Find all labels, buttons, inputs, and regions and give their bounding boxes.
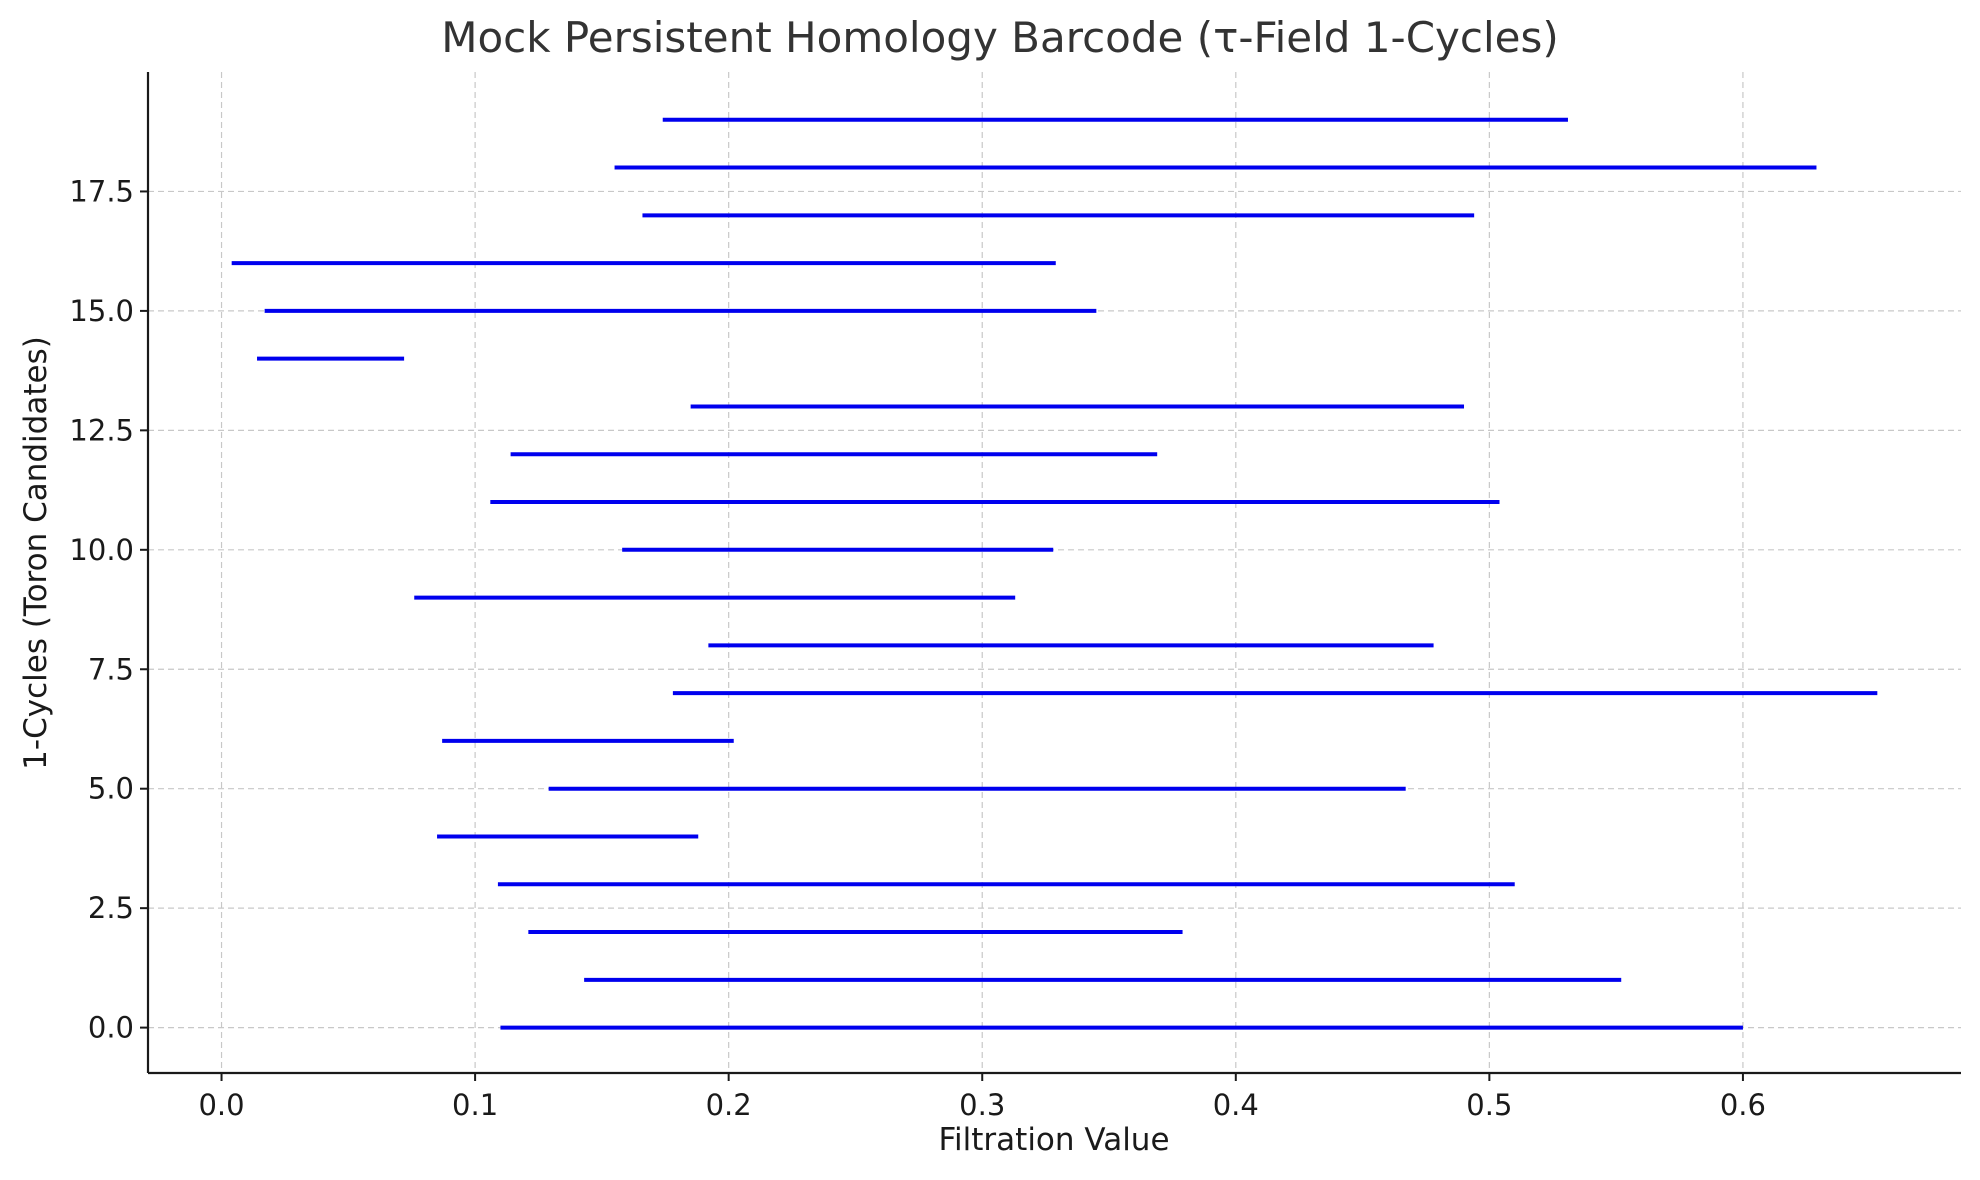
x-tick-label: 0.1: [452, 1088, 498, 1122]
grid-layer: [148, 72, 1961, 1073]
y-tick-label: 5.0: [88, 772, 134, 806]
axes-layer: [146, 72, 1961, 1075]
bars-layer: [231, 117, 1878, 1030]
x-tick-label: 0.0: [198, 1088, 244, 1122]
x-tick-label: 0.6: [1720, 1088, 1766, 1122]
y-tick-label: 0.0: [88, 1011, 134, 1045]
y-tick-labels: 0.0 2.5 5.0 7.5 10.0 12.5 15.0 17.5: [69, 174, 148, 1045]
chart-title: Mock Persistent Homology Barcode (τ-Fiel…: [441, 13, 1559, 62]
y-tick-label: 12.5: [69, 413, 134, 447]
y-tick-label: 10.0: [69, 533, 134, 567]
x-tick-label: 0.3: [959, 1088, 1005, 1122]
x-tick-label: 0.5: [1466, 1088, 1512, 1122]
x-tick-labels: 0.0 0.1 0.2 0.3 0.4 0.5 0.6: [198, 1073, 1766, 1122]
x-tick-label: 0.4: [1213, 1088, 1259, 1122]
y-tick-label: 17.5: [69, 174, 134, 208]
y-axis-label: 1-Cycles (Toron Candidates): [18, 336, 54, 770]
y-tick-label: 2.5: [88, 891, 134, 925]
y-tick-label: 7.5: [88, 652, 134, 686]
x-axis-label: Filtration Value: [938, 1122, 1169, 1158]
x-tick-label: 0.2: [706, 1088, 752, 1122]
y-tick-label: 15.0: [69, 294, 134, 328]
